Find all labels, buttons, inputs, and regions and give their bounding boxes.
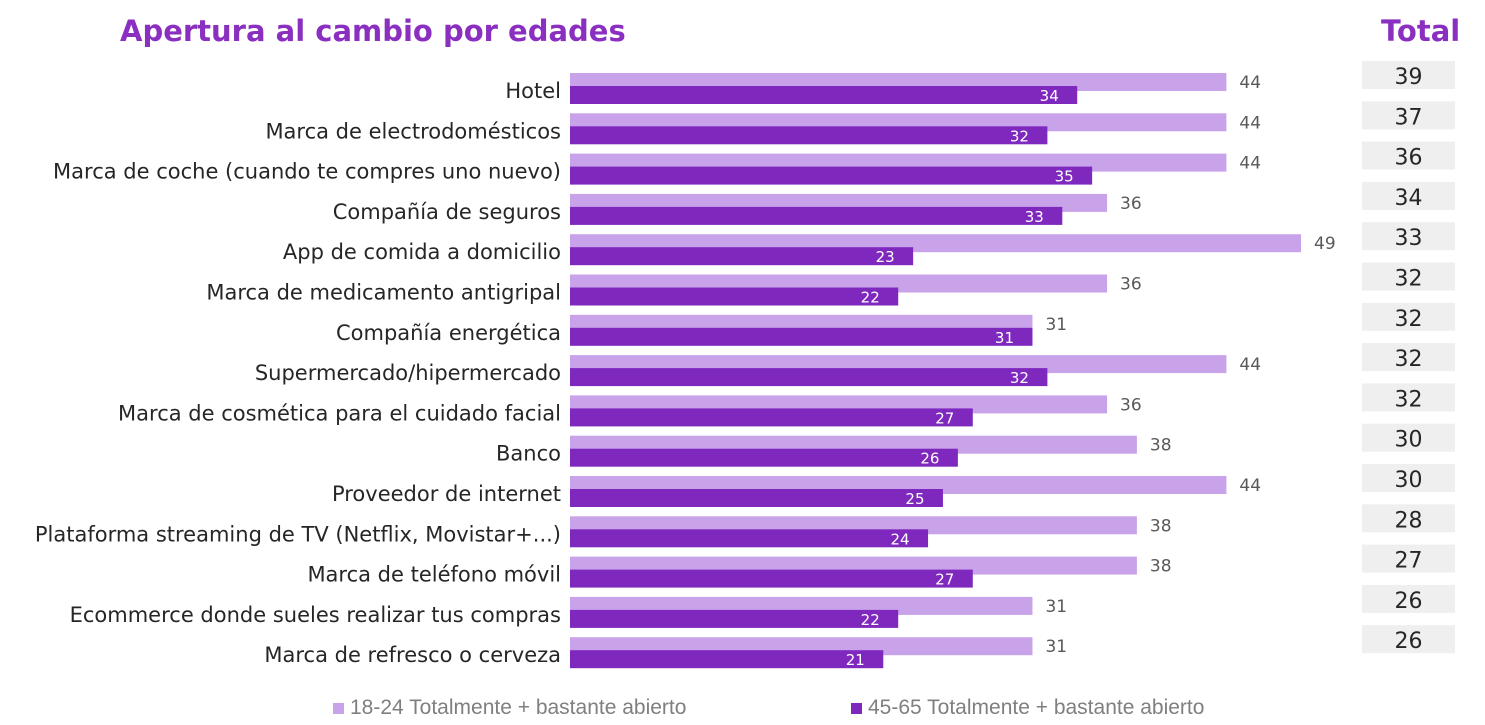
data-label-young: 44: [1239, 355, 1261, 375]
total-value: 26: [1395, 629, 1423, 654]
bar-chart: 39 44 34 Hotel 37 44 32 Marca de electrodomésti…: [35, 61, 1455, 669]
category-label: Marca de refresco o cerveza: [264, 643, 561, 667]
total-box: [1362, 61, 1455, 89]
total-box: [1362, 584, 1455, 613]
total-value: 28: [1395, 508, 1423, 533]
chart-title: Apertura al cambio por edades: [120, 14, 626, 48]
legend-swatch-young: [333, 702, 344, 714]
total-value: 32: [1395, 307, 1423, 332]
data-label-young: 31: [1045, 315, 1067, 335]
total-box: [1362, 464, 1455, 492]
data-label-young: 44: [1239, 154, 1261, 174]
legend-label-old: 45-65 Totalmente + bastante abierto: [868, 696, 1205, 719]
data-label-young: 36: [1120, 395, 1142, 415]
bar-old: [570, 166, 1093, 185]
bar-old: [570, 408, 973, 427]
data-label-young: 38: [1150, 436, 1172, 456]
category-label: Marca de electrodomésticos: [265, 119, 561, 143]
bar-old: [570, 569, 973, 588]
data-label-old: 32: [1010, 127, 1029, 145]
legend-item-old: 45-65 Totalmente + bastante abierto: [851, 696, 1204, 720]
data-label-old: 35: [1055, 168, 1074, 186]
data-label-old: 23: [876, 248, 895, 266]
total-box: [1362, 181, 1455, 210]
data-label-young: 38: [1150, 516, 1172, 536]
total-value: 30: [1395, 468, 1423, 493]
bar-old: [570, 247, 914, 266]
total-column-header: Total: [1381, 14, 1461, 48]
total-value: 39: [1395, 65, 1423, 90]
bar-old: [570, 287, 899, 306]
bar-old: [570, 448, 958, 467]
bar-old: [570, 489, 943, 507]
data-label-young: 31: [1045, 637, 1067, 657]
bar-old: [570, 126, 1048, 145]
total-value: 32: [1395, 387, 1423, 412]
category-label: Compañía de seguros: [333, 200, 561, 224]
category-label: Hotel: [505, 79, 561, 103]
data-label-old: 27: [935, 571, 954, 589]
total-box: [1362, 101, 1455, 130]
data-label-old: 21: [846, 651, 865, 669]
category-label: Marca de teléfono móvil: [307, 563, 561, 587]
category-label: App de comida a domicilio: [283, 240, 561, 264]
data-label-old: 27: [935, 409, 954, 427]
data-label-young: 36: [1120, 275, 1142, 295]
data-label-young: 38: [1150, 557, 1172, 577]
total-value: 30: [1395, 428, 1423, 453]
data-label-old: 31: [995, 329, 1014, 347]
data-label-old: 25: [905, 490, 924, 508]
category-label: Ecommerce donde sueles realizar tus comp…: [70, 603, 561, 627]
data-label-old: 32: [1010, 369, 1029, 387]
total-box: [1362, 141, 1455, 170]
bar-old: [570, 609, 899, 628]
data-label-young: 44: [1239, 476, 1261, 496]
category-label: Plataforma streaming de TV (Netflix, Mov…: [35, 522, 561, 546]
data-label-young: 49: [1314, 234, 1336, 254]
total-value: 37: [1395, 105, 1423, 130]
data-label-old: 34: [1040, 87, 1059, 105]
total-box: [1362, 423, 1455, 452]
data-label-old: 33: [1025, 208, 1044, 226]
data-label-old: 22: [861, 611, 880, 629]
data-label-young: 44: [1239, 73, 1261, 93]
total-value: 33: [1395, 226, 1423, 251]
total-value: 26: [1395, 589, 1423, 614]
category-label: Marca de medicamento antigripal: [206, 281, 561, 305]
total-box: [1362, 302, 1455, 331]
legend-label-young: 18-24 Totalmente + bastante abierto: [350, 696, 687, 719]
category-label: Banco: [496, 442, 561, 466]
category-label: Compañía energética: [336, 321, 561, 345]
data-label-young: 44: [1239, 113, 1261, 133]
total-value: 27: [1395, 549, 1423, 574]
total-value: 34: [1395, 186, 1423, 211]
total-box: [1362, 544, 1455, 573]
bar-old: [570, 650, 884, 669]
data-label-old: 26: [920, 450, 939, 468]
total-box: [1362, 383, 1455, 412]
legend-item-young: 18-24 Totalmente + bastante abierto: [333, 696, 686, 720]
data-label-young: 36: [1120, 194, 1142, 214]
bar-old: [570, 327, 1033, 346]
data-label-old: 22: [861, 289, 880, 307]
category-label: Supermercado/hipermercado: [255, 361, 561, 385]
bar-old: [570, 206, 1063, 225]
category-label: Marca de cosmética para el cuidado facia…: [118, 401, 561, 425]
total-value: 36: [1395, 146, 1423, 171]
category-label: Proveedor de internet: [332, 482, 561, 506]
data-label-young: 31: [1045, 597, 1067, 617]
total-box: [1362, 625, 1455, 654]
total-box: [1362, 262, 1455, 291]
total-box: [1362, 343, 1455, 372]
bar-old: [570, 86, 1078, 104]
total-box: [1362, 504, 1455, 533]
bar-old: [570, 368, 1048, 387]
total-value: 32: [1395, 347, 1423, 372]
data-label-old: 24: [890, 530, 909, 548]
legend-swatch-old: [851, 702, 862, 714]
total-value: 32: [1395, 267, 1423, 292]
total-box: [1362, 222, 1455, 251]
bar-old: [570, 529, 929, 548]
category-label: Marca de coche (cuando te compres uno nu…: [53, 160, 561, 184]
